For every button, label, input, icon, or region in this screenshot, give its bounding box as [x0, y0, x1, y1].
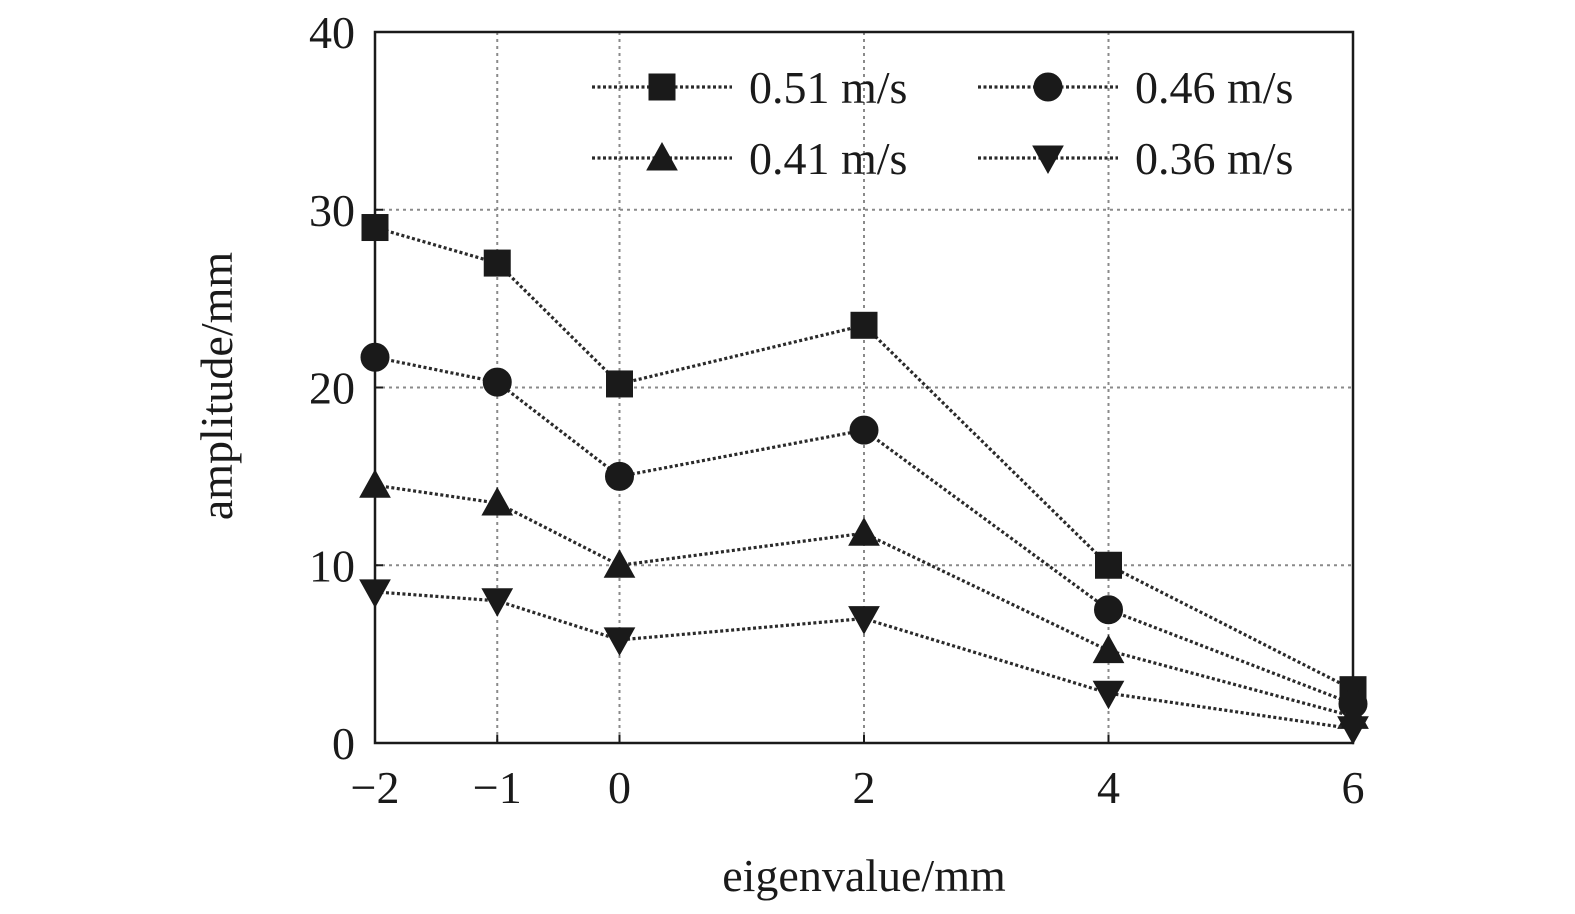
data-point [606, 370, 633, 398]
x-tick-label: 2 [853, 762, 876, 813]
legend-item: 0.36 m/s [978, 133, 1293, 184]
legend-marker [646, 141, 678, 171]
y-axis-label: amplitude/mm [191, 252, 242, 521]
legend-label: 0.51 m/s [749, 62, 907, 113]
legend-marker [1032, 145, 1064, 175]
data-point [481, 487, 514, 516]
x-axis-ticks: −2 −1 0 2 4 6 [351, 735, 1365, 813]
data-point [482, 367, 512, 397]
series-line [374, 483, 1354, 718]
legend-item: 0.51 m/s [592, 62, 907, 113]
data-point [603, 549, 636, 578]
data-point [1095, 551, 1122, 579]
x-tick-label: 0 [608, 762, 631, 813]
series-2 [360, 342, 1368, 719]
y-tick-label: 40 [309, 7, 355, 58]
legend: 0.51 m/s 0.46 m/s 0.41 m/s 0.36 m/s [592, 62, 1293, 184]
y-tick-label: 0 [332, 718, 355, 769]
series-1 [361, 214, 1367, 704]
data-point [483, 249, 511, 277]
y-tick-label: 10 [309, 540, 355, 591]
data-point [848, 606, 880, 635]
legend-marker [648, 73, 676, 101]
series-line [374, 225, 1354, 692]
series-line [374, 590, 1354, 731]
legend-label: 0.46 m/s [1135, 62, 1293, 113]
legend-marker [1033, 72, 1063, 102]
data-point [848, 517, 880, 546]
y-axis-ticks: 0 10 20 30 40 [309, 7, 383, 769]
data-point [481, 588, 514, 617]
legend-label: 0.41 m/s [749, 133, 907, 184]
data-point [850, 311, 878, 339]
data-point [1092, 634, 1125, 664]
series-line [374, 355, 1354, 706]
x-tick-label: 4 [1097, 762, 1120, 813]
x-tick-label: −2 [351, 762, 400, 813]
legend-item: 0.46 m/s [978, 62, 1293, 113]
data-point [849, 415, 879, 445]
data-point [603, 627, 636, 656]
y-tick-label: 20 [309, 363, 355, 414]
grid [375, 32, 1353, 743]
x-tick-label: −1 [473, 762, 522, 813]
y-tick-label: 30 [309, 185, 355, 236]
data-point [1092, 680, 1125, 710]
data-point [1094, 595, 1123, 625]
legend-item: 0.41 m/s [592, 133, 907, 184]
data-point [605, 461, 634, 491]
x-axis-label: eigenvalue/mm [722, 850, 1006, 901]
legend-label: 0.36 m/s [1135, 133, 1293, 184]
x-tick-label: 6 [1342, 762, 1365, 813]
